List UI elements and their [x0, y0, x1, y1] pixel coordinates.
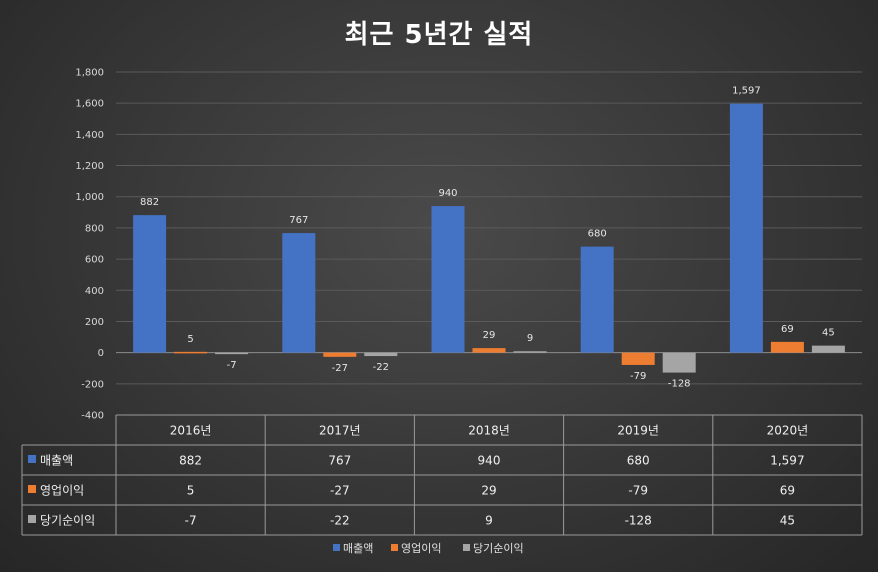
- legend-key-swatch: [28, 485, 36, 493]
- data-label: 680: [588, 229, 607, 240]
- y-tick-label: -200: [81, 379, 104, 390]
- table-header-cell: 2016년: [170, 424, 212, 438]
- table-cell: 9: [485, 514, 493, 528]
- table-cell: 45: [780, 514, 795, 528]
- table-cell: -128: [625, 514, 652, 528]
- table-row-label: 매출액: [40, 454, 73, 468]
- data-label: -7: [227, 360, 237, 371]
- y-tick-label: 200: [85, 317, 104, 328]
- table-cell: -22: [330, 514, 350, 528]
- bar-layer: [133, 103, 845, 373]
- data-label: 69: [781, 324, 794, 335]
- table-row-label: 영업이익: [40, 484, 84, 498]
- legend: 매출액 영업이익 당기순이익: [333, 542, 524, 555]
- table-cell: 940: [478, 454, 501, 468]
- legend-key-swatch: [28, 515, 36, 523]
- legend-key-swatch: [28, 455, 36, 463]
- bar: [174, 351, 208, 354]
- label-layer: -400 -200 0 200 400 600 800 1,000 1,200 1,400 1,60…: [75, 68, 834, 422]
- bar: [282, 233, 316, 353]
- bar: [133, 215, 167, 353]
- table-cell: 5: [187, 484, 195, 498]
- data-label: 45: [822, 328, 835, 339]
- table-cell: 1,597: [770, 454, 804, 468]
- table-cell: -7: [185, 514, 197, 528]
- y-tick-label: 0: [98, 348, 104, 359]
- table-cell: 680: [627, 454, 650, 468]
- bar: [811, 345, 845, 353]
- data-label: -22: [373, 362, 389, 373]
- table-row-label: 당기순이익: [40, 514, 95, 528]
- bar: [431, 206, 465, 353]
- data-label: 1,597: [732, 86, 761, 97]
- bar: [580, 246, 614, 353]
- data-label: 882: [140, 197, 159, 208]
- legend-swatch: [463, 544, 470, 551]
- table-cell: -27: [330, 484, 350, 498]
- table-cell: -79: [628, 484, 648, 498]
- data-label: 940: [438, 188, 457, 199]
- y-tick-label: 1,400: [75, 130, 104, 141]
- data-label: -128: [668, 379, 691, 390]
- chart-title: 최근 5년간 실적: [344, 20, 534, 50]
- data-label: 767: [289, 215, 308, 226]
- data-label: 5: [187, 334, 193, 345]
- y-tick-label: 1,600: [75, 99, 104, 110]
- bar: [364, 352, 398, 357]
- bar: [621, 352, 655, 365]
- y-tick-label: 1,000: [75, 192, 104, 203]
- data-label: -79: [630, 371, 646, 382]
- legend-swatch: [391, 544, 398, 551]
- data-label: -27: [332, 363, 348, 374]
- table-header-cell: 2020년: [767, 424, 809, 438]
- table-cell: 767: [328, 454, 351, 468]
- bar: [513, 351, 547, 353]
- bar: [662, 352, 696, 373]
- legend-swatch: [333, 544, 340, 551]
- bar: [472, 348, 506, 353]
- bar: [323, 352, 357, 357]
- y-tick-label: 600: [85, 255, 104, 266]
- bar: [729, 103, 763, 353]
- y-tick-label: 1,200: [75, 161, 104, 172]
- data-label: 29: [483, 330, 496, 341]
- table-header-cell: 2019년: [617, 424, 659, 438]
- table-cell: 882: [179, 454, 202, 468]
- table-header-cell: 2018년: [468, 424, 510, 438]
- bar: [215, 352, 249, 355]
- table-cell: 69: [780, 484, 795, 498]
- legend-label: 당기순이익: [473, 542, 524, 555]
- legend-label: 영업이익: [401, 542, 441, 555]
- y-tick-label: 400: [85, 286, 104, 297]
- data-label: 9: [527, 333, 533, 344]
- y-tick-label: 800: [85, 223, 104, 234]
- table-header-cell: 2017년: [319, 424, 361, 438]
- bar: [770, 341, 804, 353]
- y-tick-label: -400: [81, 411, 104, 422]
- table-cell: 29: [481, 484, 496, 498]
- y-tick-label: 1,800: [75, 68, 104, 79]
- legend-label: 매출액: [343, 542, 373, 555]
